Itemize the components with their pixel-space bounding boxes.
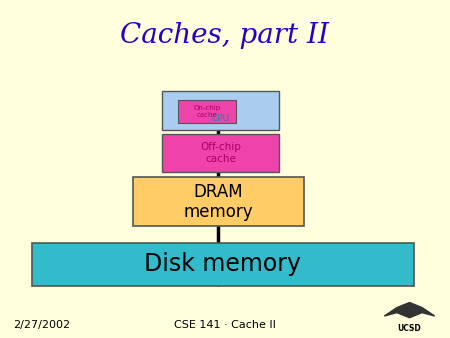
FancyBboxPatch shape bbox=[162, 91, 279, 130]
Text: 2/27/2002: 2/27/2002 bbox=[14, 319, 71, 330]
FancyBboxPatch shape bbox=[32, 243, 414, 286]
FancyBboxPatch shape bbox=[162, 134, 279, 172]
Text: CPU: CPU bbox=[212, 114, 230, 123]
Text: DRAM
memory: DRAM memory bbox=[184, 183, 253, 221]
Text: Caches, part II: Caches, part II bbox=[121, 22, 329, 49]
FancyBboxPatch shape bbox=[133, 177, 304, 226]
Text: CSE 141 · Cache II: CSE 141 · Cache II bbox=[174, 319, 276, 330]
Text: Disk memory: Disk memory bbox=[144, 252, 301, 276]
Text: On-chip
cache: On-chip cache bbox=[194, 105, 220, 118]
Text: Off-chip
cache: Off-chip cache bbox=[200, 142, 241, 164]
FancyBboxPatch shape bbox=[178, 100, 236, 123]
